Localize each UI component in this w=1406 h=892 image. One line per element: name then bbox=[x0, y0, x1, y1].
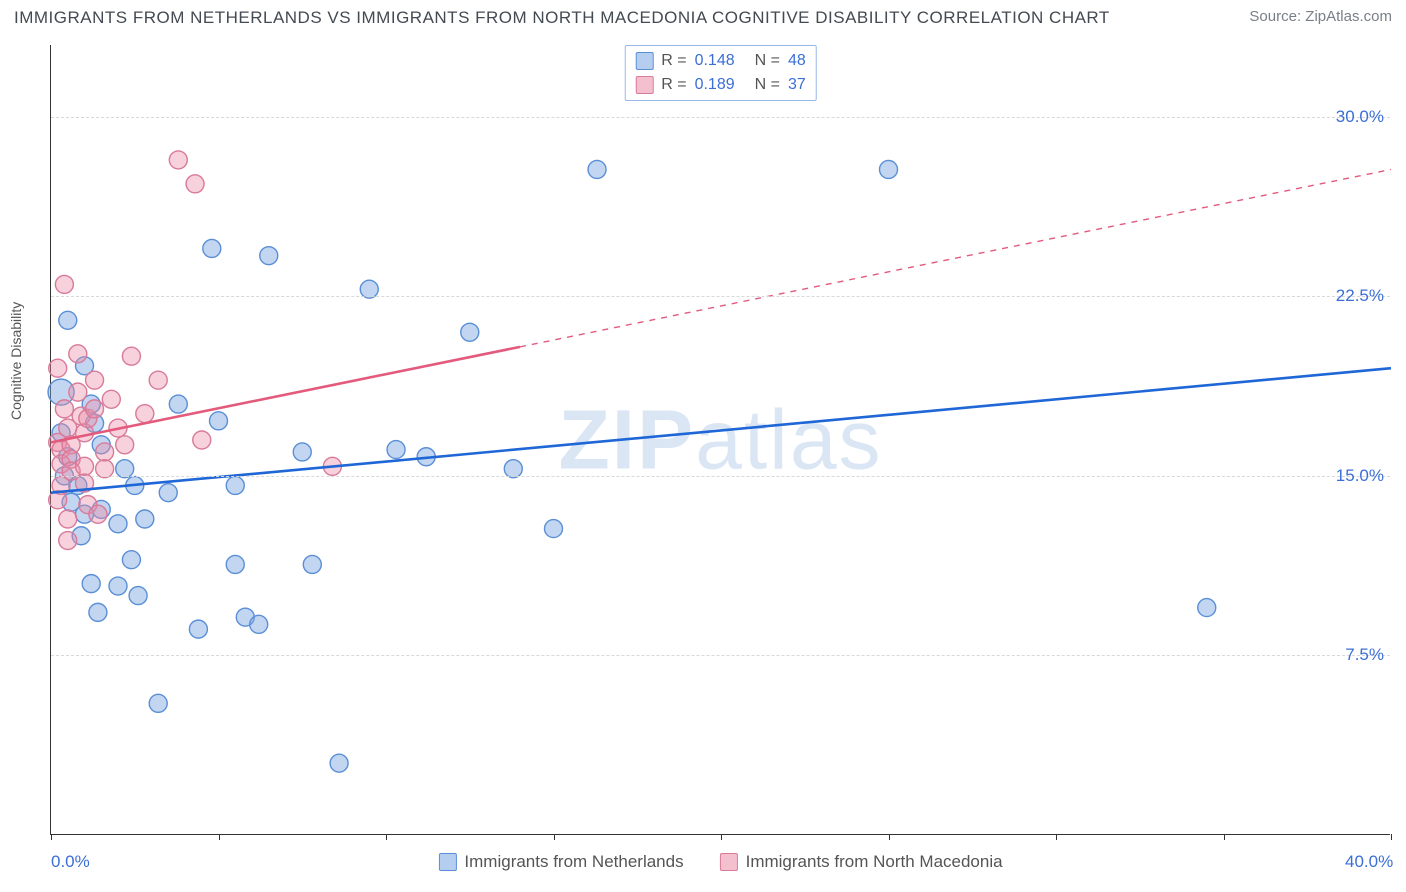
data-point bbox=[203, 239, 221, 257]
data-point bbox=[250, 615, 268, 633]
chart-title: IMMIGRANTS FROM NETHERLANDS VS IMMIGRANT… bbox=[14, 8, 1110, 28]
data-point bbox=[330, 754, 348, 772]
source-label: Source: bbox=[1249, 8, 1305, 25]
data-point bbox=[89, 603, 107, 621]
data-point bbox=[55, 275, 73, 293]
data-point bbox=[260, 247, 278, 265]
swatch-pink-icon bbox=[720, 853, 738, 871]
data-point bbox=[109, 515, 127, 533]
x-tick bbox=[889, 834, 890, 840]
data-point bbox=[76, 457, 94, 475]
trend-line bbox=[51, 347, 520, 443]
source-credit: Source: ZipAtlas.com bbox=[1249, 8, 1392, 25]
data-point bbox=[226, 476, 244, 494]
data-point bbox=[122, 347, 140, 365]
data-point bbox=[159, 484, 177, 502]
y-tick-label: 15.0% bbox=[1336, 466, 1384, 486]
trend-line bbox=[51, 368, 1391, 492]
data-point bbox=[1198, 599, 1216, 617]
data-point bbox=[122, 551, 140, 569]
x-tick bbox=[1056, 834, 1057, 840]
data-point bbox=[588, 160, 606, 178]
data-point bbox=[293, 443, 311, 461]
legend-item-netherlands: Immigrants from Netherlands bbox=[438, 852, 683, 872]
correlation-legend: R = 0.148 N = 48 R = 0.189 N = 37 bbox=[624, 45, 817, 101]
x-tick bbox=[721, 834, 722, 840]
trend-line-dashed bbox=[520, 169, 1391, 346]
gridline-h bbox=[51, 476, 1390, 477]
data-point bbox=[387, 441, 405, 459]
data-point bbox=[55, 400, 73, 418]
x-tick bbox=[1391, 834, 1392, 840]
data-point bbox=[226, 555, 244, 573]
gridline-h bbox=[51, 117, 1390, 118]
chart-plot-area: ZIPatlas R = 0.148 N = 48 R = 0.189 N = … bbox=[50, 45, 1390, 835]
y-tick-label: 30.0% bbox=[1336, 107, 1384, 127]
data-point bbox=[86, 371, 104, 389]
data-point bbox=[169, 395, 187, 413]
data-point bbox=[86, 400, 104, 418]
data-point bbox=[136, 510, 154, 528]
data-point bbox=[545, 520, 563, 538]
legend-row-netherlands: R = 0.148 N = 48 bbox=[635, 49, 806, 73]
data-point bbox=[149, 694, 167, 712]
data-point bbox=[69, 345, 87, 363]
gridline-h bbox=[51, 296, 1390, 297]
legend-row-macedonia: R = 0.189 N = 37 bbox=[635, 73, 806, 97]
data-point bbox=[102, 390, 120, 408]
legend-label-macedonia: Immigrants from North Macedonia bbox=[746, 852, 1003, 872]
x-tick-label: 0.0% bbox=[51, 852, 90, 872]
x-tick bbox=[1224, 834, 1225, 840]
data-point bbox=[116, 436, 134, 454]
data-point bbox=[880, 160, 898, 178]
swatch-blue bbox=[635, 52, 653, 70]
data-point bbox=[186, 175, 204, 193]
x-tick-label: 40.0% bbox=[1345, 852, 1393, 872]
data-point bbox=[49, 359, 67, 377]
data-point bbox=[136, 405, 154, 423]
data-point bbox=[149, 371, 167, 389]
y-tick-label: 7.5% bbox=[1345, 645, 1384, 665]
legend-label-netherlands: Immigrants from Netherlands bbox=[464, 852, 683, 872]
legend-item-macedonia: Immigrants from North Macedonia bbox=[720, 852, 1003, 872]
data-point bbox=[82, 575, 100, 593]
data-point bbox=[461, 323, 479, 341]
data-point bbox=[59, 532, 77, 550]
data-point bbox=[303, 555, 321, 573]
y-axis-label: Cognitive Disability bbox=[8, 302, 24, 420]
data-point bbox=[193, 431, 211, 449]
n-value-netherlands: 48 bbox=[788, 49, 806, 73]
data-point bbox=[89, 505, 107, 523]
r-value-macedonia: 0.189 bbox=[695, 73, 735, 97]
data-point bbox=[59, 510, 77, 528]
y-tick-label: 22.5% bbox=[1336, 286, 1384, 306]
x-tick bbox=[219, 834, 220, 840]
n-value-macedonia: 37 bbox=[788, 73, 806, 97]
r-value-netherlands: 0.148 bbox=[695, 49, 735, 73]
header: IMMIGRANTS FROM NETHERLANDS VS IMMIGRANT… bbox=[0, 0, 1406, 32]
source-value: ZipAtlas.com bbox=[1305, 8, 1392, 25]
data-point bbox=[169, 151, 187, 169]
series-legend: Immigrants from Netherlands Immigrants f… bbox=[438, 852, 1002, 872]
data-point bbox=[69, 383, 87, 401]
data-point bbox=[96, 443, 114, 461]
data-point bbox=[210, 412, 228, 430]
swatch-blue-icon bbox=[438, 853, 456, 871]
data-point bbox=[189, 620, 207, 638]
scatter-svg bbox=[51, 45, 1390, 834]
x-tick bbox=[386, 834, 387, 840]
x-tick bbox=[554, 834, 555, 840]
data-point bbox=[59, 311, 77, 329]
x-tick bbox=[51, 834, 52, 840]
gridline-h bbox=[51, 655, 1390, 656]
swatch-pink bbox=[635, 76, 653, 94]
data-point bbox=[129, 587, 147, 605]
data-point bbox=[109, 577, 127, 595]
